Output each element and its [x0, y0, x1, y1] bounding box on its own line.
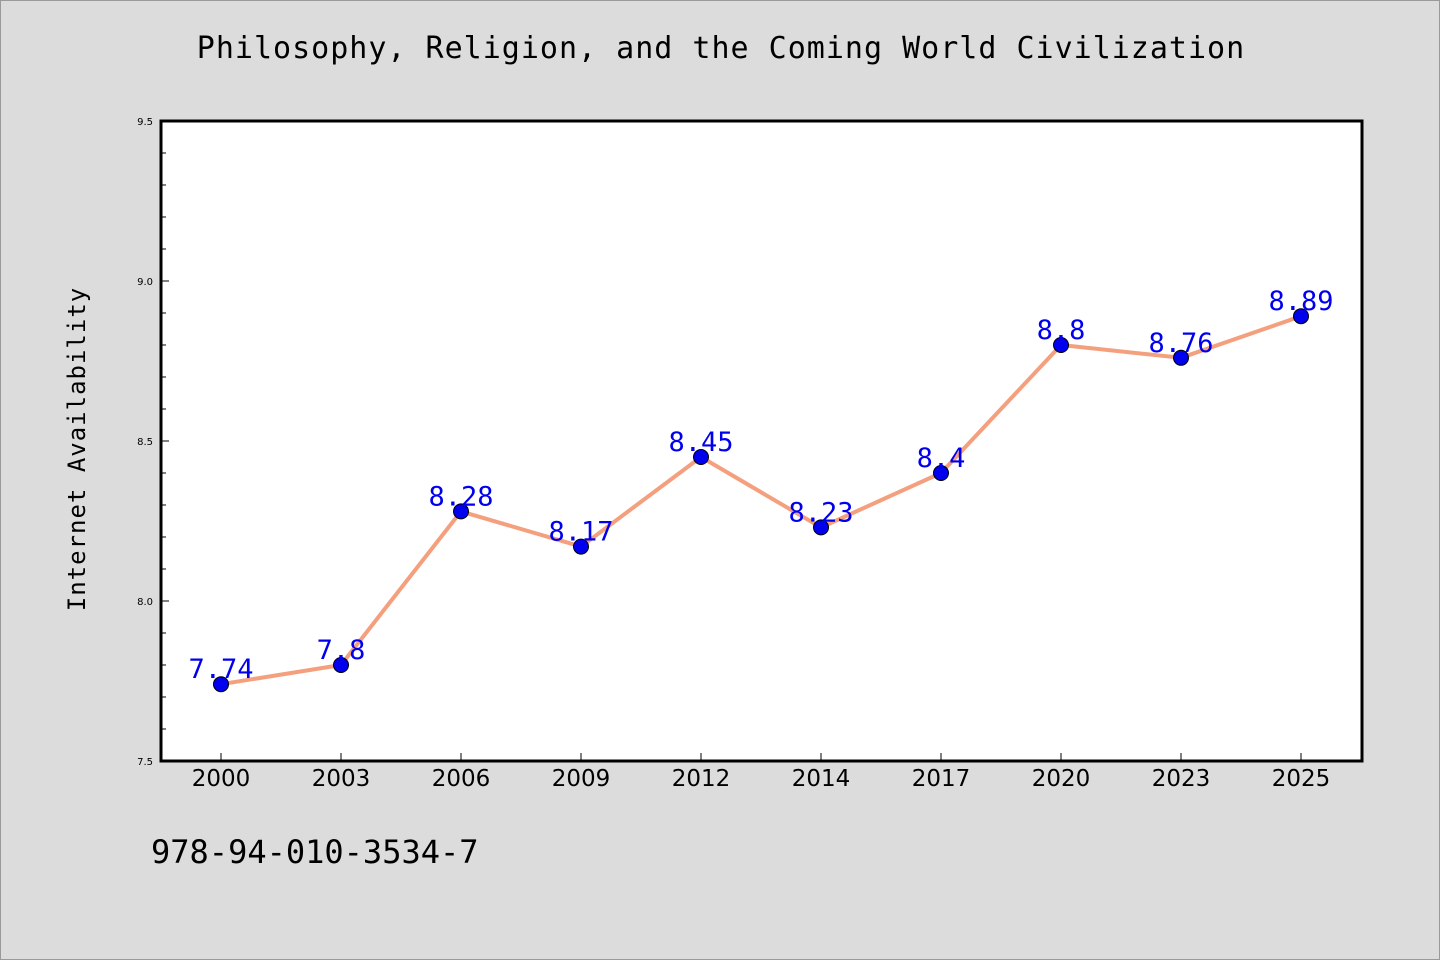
data-point	[813, 519, 829, 536]
y-tick-label: 9.0	[137, 277, 153, 288]
series-line	[219, 314, 1303, 687]
data-label: 7.74	[188, 654, 253, 685]
x-tick-label: 2006	[432, 766, 491, 792]
data-point	[1173, 349, 1189, 366]
data-label: 8.45	[668, 427, 733, 458]
x-tick-label: 2025	[1272, 766, 1331, 792]
data-label: 8.4	[917, 443, 966, 474]
data-point	[213, 676, 229, 693]
data-label: 7.8	[317, 635, 366, 666]
y-tick-label: 9.5	[137, 117, 153, 128]
y-tick-label: 8.5	[137, 437, 153, 448]
x-tick-label: 2017	[912, 766, 971, 792]
data-point	[453, 503, 469, 520]
x-tick-label: 2012	[672, 766, 731, 792]
data-point	[1053, 337, 1069, 353]
data-label: 8.17	[548, 517, 613, 548]
x-tick-label: 2020	[1032, 766, 1091, 792]
data-label: 8.28	[428, 481, 493, 512]
data-point	[933, 465, 949, 481]
y-axis: 7.5 8.0 8.5 9.0 9.5	[137, 117, 169, 768]
x-tick-label: 2023	[1152, 766, 1211, 792]
x-tick-label: 2014	[792, 766, 851, 792]
data-label: 8.23	[788, 497, 853, 528]
series-group: 7.74 7.8 8.28 8.17 8.45 8.23 8.4 8.8 8.76 8.89	[188, 286, 1334, 693]
data-label: 8.8	[1037, 315, 1086, 346]
plot-area	[159, 119, 1364, 763]
data-point	[1293, 308, 1309, 325]
data-point	[333, 657, 349, 673]
x-tick-label: 2009	[552, 766, 611, 792]
x-tick-label: 2003	[312, 766, 371, 792]
isbn-code: 978-94-010-3534-7	[151, 833, 479, 871]
y-tick-label: 7.5	[137, 757, 153, 768]
y-tick-label: 8.0	[137, 597, 153, 608]
data-label: 8.76	[1148, 328, 1213, 359]
chart-title: Philosophy, Religion, and the Coming Wor…	[196, 31, 1246, 66]
x-tick-label: 2000	[192, 766, 251, 792]
data-label: 8.89	[1268, 286, 1333, 317]
x-axis: 2000 2003 2006 2009 2012 2014 2017 2020 2023 2025	[192, 753, 1331, 792]
data-point	[573, 538, 589, 555]
data-point	[693, 449, 709, 465]
